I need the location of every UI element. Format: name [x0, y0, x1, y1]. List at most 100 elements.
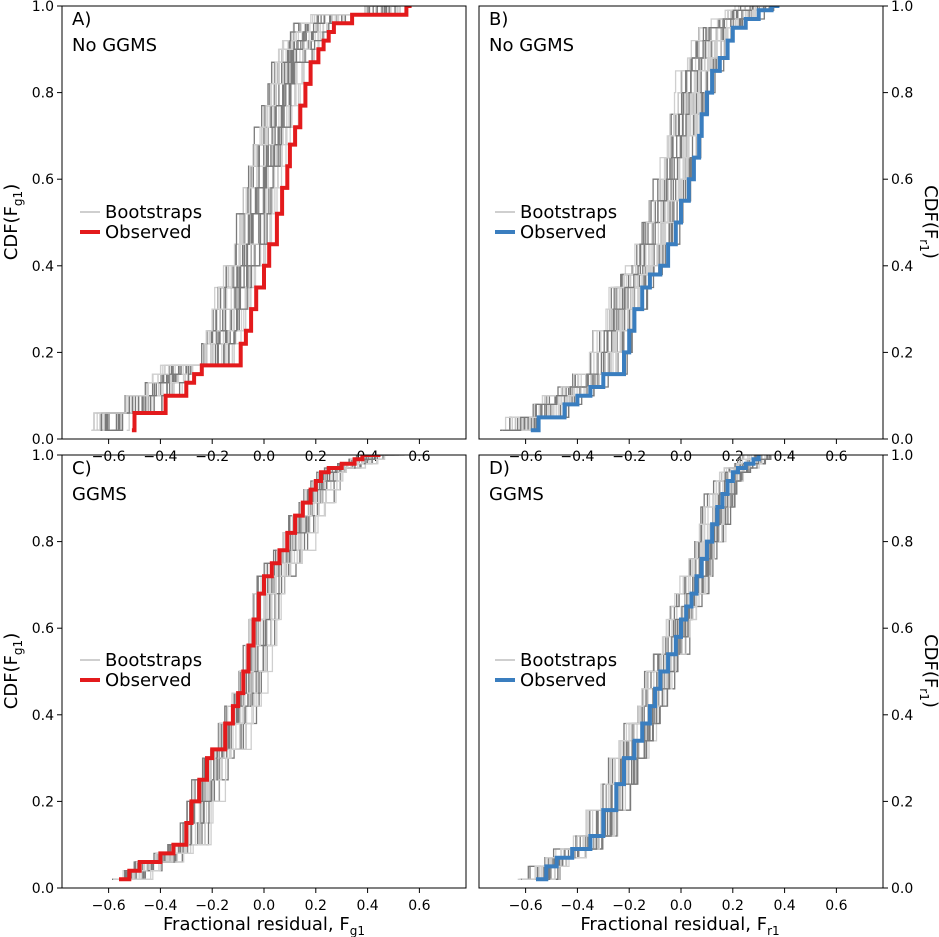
x-tick-label-c: −0.4: [143, 898, 177, 914]
ticks-b: −0.6 −0.4 −0.2 0.0 0.2 0.4 0.6 0.0 0.2 0.4 0.6 0.8 1…: [509, 0, 914, 465]
x-tick-label-c: 0.4: [356, 898, 378, 914]
y-tick-label-c: 0.0: [32, 881, 54, 897]
x-tick-label-b: 0.6: [825, 449, 847, 465]
x-tick-label-d: −0.2: [612, 898, 646, 914]
x-tick-label-d: 0.4: [773, 898, 795, 914]
y-tick-label-c: 0.2: [32, 794, 54, 810]
panel-subtitle-c: GGMS: [72, 484, 127, 505]
x-tick-label-b: −0.4: [560, 449, 594, 465]
legend-a: Bootstraps Observed: [80, 202, 202, 243]
legend-b: Bootstraps Observed: [495, 202, 617, 243]
x-tick-label-a: 0.6: [408, 449, 430, 465]
legend-observed-label-a: Observed: [105, 222, 192, 243]
legend-observed-label-c: Observed: [105, 670, 192, 691]
ticks-c: −0.6 −0.4 −0.2 0.0 0.2 0.4 0.6 0.0 0.2 0.4 0.6 0.8 1…: [32, 448, 431, 914]
x-tick-label-c: −0.2: [195, 898, 229, 914]
bootstrap-line-c: [142, 455, 398, 880]
bootstrap-lines-a: [91, 6, 404, 431]
y-tick-label-d: 0.6: [891, 621, 913, 637]
x-tick-label-b: −0.2: [612, 449, 646, 465]
y-tick-label-b: 1.0: [891, 0, 913, 15]
y-tick-label-a: 0.8: [32, 86, 54, 102]
y-tick-label-c: 0.6: [32, 621, 54, 637]
panel-d: −0.6 −0.4 −0.2 0.0 0.2 0.4 0.6 0.0 0.2 0.4 0.6 0.8 1…: [478, 448, 914, 914]
bootstrap-line-b: [503, 6, 750, 431]
x-tick-label-d: −0.6: [509, 898, 543, 914]
y-tick-label-a: 0.2: [32, 345, 54, 361]
bootstrap-line-d: [521, 455, 753, 880]
y-tick-label-d: 1.0: [891, 448, 913, 464]
y-tick-label-a: 1.0: [32, 0, 54, 15]
y-tick-label-a: 0.6: [32, 172, 54, 188]
legend-observed-label-b: Observed: [520, 222, 607, 243]
bootstrap-line-d: [545, 455, 769, 880]
panel-subtitle-d: GGMS: [489, 484, 544, 505]
y-tick-label-a: 0.4: [32, 259, 54, 275]
x-tick-label-c: 0.2: [305, 898, 327, 914]
ticks-d: −0.6 −0.4 −0.2 0.0 0.2 0.4 0.6 0.0 0.2 0.4 0.6 0.8 1…: [509, 448, 914, 914]
bootstrap-line-a: [118, 6, 401, 431]
panel-subtitle-b: No GGMS: [489, 35, 574, 56]
x-tick-label-b: 0.2: [722, 449, 744, 465]
ylabel-c: CDF(Fg1): [1, 633, 25, 709]
x-tick-label-d: 0.2: [722, 898, 744, 914]
ylabel-b: CDF(Fr1): [917, 185, 939, 259]
panel-b: −0.6 −0.4 −0.2 0.0 0.2 0.4 0.6 0.0 0.2 0.4 0.6 0.8 1…: [478, 0, 914, 465]
y-tick-label-b: 0.2: [891, 345, 913, 361]
observed-line-c: [119, 455, 381, 882]
y-tick-label-c: 0.8: [32, 535, 54, 551]
ylabel-a: CDF(Fg1): [1, 184, 25, 260]
bootstrap-line-a: [96, 6, 382, 431]
x-tick-label-b: 0.0: [670, 449, 692, 465]
panel-label-a: A): [72, 9, 91, 30]
y-tick-label-a: 0.0: [32, 432, 54, 448]
x-tick-label-c: 0.0: [253, 898, 275, 914]
panel-c: −0.6 −0.4 −0.2 0.0 0.2 0.4 0.6 0.0 0.2 0.4 0.6 0.8 1…: [32, 448, 467, 914]
panel-subtitle-a: No GGMS: [72, 35, 157, 56]
x-tick-label-c: −0.6: [92, 898, 126, 914]
x-tick-label-c: 0.6: [408, 898, 430, 914]
bootstrap-line-c: [120, 455, 389, 880]
x-tick-label-a: −0.6: [92, 449, 126, 465]
x-tick-label-b: −0.6: [509, 449, 543, 465]
observed-line-a: [131, 6, 412, 433]
y-tick-label-b: 0.0: [891, 432, 913, 448]
y-tick-label-c: 0.4: [32, 708, 54, 724]
y-tick-label-b: 0.4: [891, 259, 913, 275]
bootstrap-line-a: [94, 6, 377, 431]
x-tick-label-d: −0.4: [560, 898, 594, 914]
legend-observed-label-d: Observed: [520, 670, 607, 691]
x-tick-label-d: 0.0: [670, 898, 692, 914]
bootstrap-line-c: [113, 455, 374, 880]
observed-line-b: [530, 6, 780, 433]
xlabel-left: Fractional residual, Fg1: [163, 914, 365, 937]
bootstrap-line-a: [101, 6, 388, 431]
observed-line-d: [536, 455, 761, 882]
panel-label-c: C): [72, 458, 92, 479]
y-tick-label-c: 1.0: [32, 448, 54, 464]
x-tick-label-a: −0.2: [195, 449, 229, 465]
y-tick-label-b: 0.8: [891, 86, 913, 102]
legend-bootstraps-label-a: Bootstraps: [105, 202, 202, 223]
y-tick-label-d: 0.2: [891, 794, 913, 810]
panel-a: −0.6 −0.4 −0.2 0.0 0.2 0.4 0.60.00.20.40.60.81…: [32, 0, 467, 465]
legend-bootstraps-label-b: Bootstraps: [520, 202, 617, 223]
x-tick-label-b: 0.4: [773, 449, 795, 465]
bootstrap-line-c: [138, 455, 399, 880]
legend-c: Bootstraps Observed: [80, 650, 202, 691]
x-tick-label-a: 0.0: [253, 449, 275, 465]
x-tick-label-a: 0.2: [305, 449, 327, 465]
bootstrap-line-c: [136, 455, 401, 880]
y-tick-label-d: 0.4: [891, 708, 913, 724]
ylabel-d: CDF(Fr1): [917, 634, 939, 708]
y-tick-label-d: 0.0: [891, 881, 913, 897]
x-tick-label-a: −0.4: [143, 449, 177, 465]
bootstrap-line-c: [133, 455, 388, 880]
y-tick-label-b: 0.6: [891, 172, 913, 188]
legend-bootstraps-label-d: Bootstraps: [520, 650, 617, 671]
bootstrap-line-b: [502, 6, 755, 431]
x-tick-label-d: 0.6: [825, 898, 847, 914]
xlabel-right: Fractional residual, Fr1: [580, 914, 779, 937]
panel-label-d: D): [489, 458, 510, 479]
